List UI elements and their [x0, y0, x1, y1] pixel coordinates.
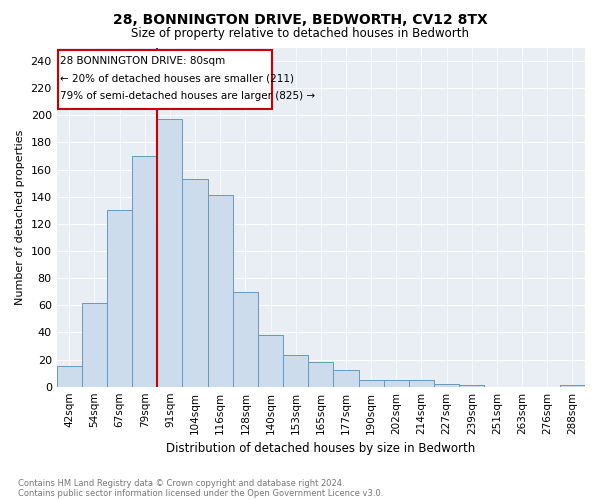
- Bar: [409, 380, 434, 386]
- Text: ← 20% of detached houses are smaller (211): ← 20% of detached houses are smaller (21…: [61, 74, 295, 84]
- Text: 28, BONNINGTON DRIVE, BEDWORTH, CV12 8TX: 28, BONNINGTON DRIVE, BEDWORTH, CV12 8TX: [113, 12, 487, 26]
- Bar: [384, 380, 409, 386]
- Bar: [208, 196, 233, 386]
- Bar: [283, 356, 308, 386]
- Text: Size of property relative to detached houses in Bedworth: Size of property relative to detached ho…: [131, 28, 469, 40]
- Bar: [308, 362, 334, 386]
- Bar: [334, 370, 359, 386]
- FancyBboxPatch shape: [58, 50, 272, 108]
- Bar: [56, 366, 82, 386]
- Y-axis label: Number of detached properties: Number of detached properties: [15, 130, 25, 305]
- Bar: [107, 210, 132, 386]
- Bar: [359, 380, 384, 386]
- Bar: [258, 335, 283, 386]
- Bar: [182, 179, 208, 386]
- Text: Contains public sector information licensed under the Open Government Licence v3: Contains public sector information licen…: [18, 488, 383, 498]
- Bar: [157, 120, 182, 386]
- Text: 79% of semi-detached houses are larger (825) →: 79% of semi-detached houses are larger (…: [61, 91, 316, 101]
- Text: Contains HM Land Registry data © Crown copyright and database right 2024.: Contains HM Land Registry data © Crown c…: [18, 478, 344, 488]
- Bar: [233, 292, 258, 386]
- Bar: [434, 384, 459, 386]
- X-axis label: Distribution of detached houses by size in Bedworth: Distribution of detached houses by size …: [166, 442, 475, 455]
- Text: 28 BONNINGTON DRIVE: 80sqm: 28 BONNINGTON DRIVE: 80sqm: [61, 56, 226, 66]
- Bar: [132, 156, 157, 386]
- Bar: [82, 302, 107, 386]
